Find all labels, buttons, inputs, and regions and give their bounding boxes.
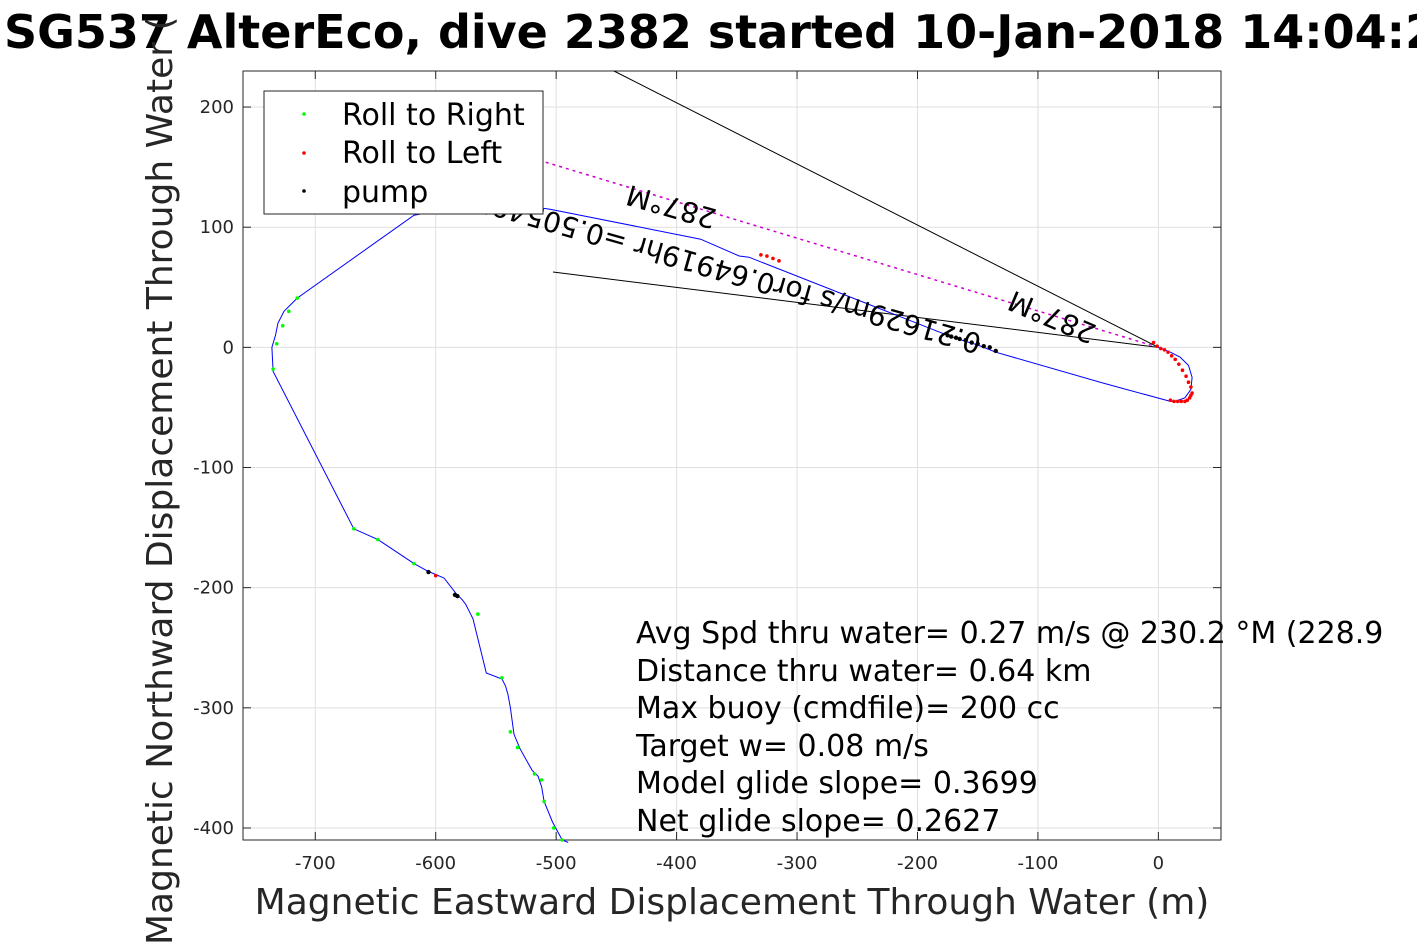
- roll-right-marker: [476, 612, 480, 616]
- roll-left-marker: [1183, 399, 1187, 404]
- roll-right-marker: [542, 799, 546, 804]
- y-tick-label: -300: [193, 698, 234, 719]
- pump-marker: [993, 348, 998, 354]
- roll-left-marker: [1172, 399, 1176, 404]
- stat-distance: Distance thru water= 0.64 km: [636, 654, 1091, 689]
- roll-right-marker: [280, 323, 285, 328]
- legend-marker-pump: [302, 189, 306, 193]
- roll-left-marker: [1189, 385, 1193, 389]
- roll-right-marker: [539, 778, 544, 782]
- roll-left-marker: [1184, 374, 1188, 378]
- pump-marker: [963, 337, 968, 343]
- roll-right-marker: [560, 838, 564, 842]
- grid: [243, 71, 1221, 840]
- y-tick-label: -400: [193, 818, 234, 839]
- roll-left-marker: [759, 253, 763, 257]
- roll-right-marker: [515, 745, 520, 750]
- legend-box: [263, 90, 544, 215]
- pump-marker: [953, 335, 959, 340]
- pump-marker: [945, 333, 950, 338]
- roll-right-marker: [500, 675, 504, 680]
- track-line: [271, 200, 1193, 843]
- pump-marker: [975, 341, 980, 346]
- roll-left-marker: [1151, 340, 1156, 345]
- pump-marker: [957, 336, 962, 342]
- roll-right-marker: [551, 826, 556, 830]
- x-tick-label: -700: [295, 853, 336, 874]
- pump-marker: [426, 569, 431, 575]
- current-vector-line: [544, 161, 1159, 349]
- current-arrows: [544, 70, 1159, 349]
- pump-marker: [981, 343, 986, 349]
- pump-marker: [949, 334, 954, 339]
- roll-left-marker: [1180, 368, 1185, 372]
- current-labels: 0.21629m/s for0.64919hr =0.50549k 287°M …: [471, 178, 1100, 360]
- legend-marker-roll-left: [302, 151, 306, 155]
- marker-layer: [271, 253, 1194, 842]
- roll-right-marker: [376, 537, 380, 542]
- roll-left-marker: [1158, 346, 1163, 351]
- roll-right-marker: [271, 367, 275, 371]
- roll-right-marker: [508, 730, 513, 734]
- roll-left-marker: [1175, 399, 1180, 404]
- roll-left-marker: [1162, 347, 1167, 352]
- x-tick-labels: -700 -600 -500 -400 -300 -200 -100 0: [295, 71, 1164, 874]
- stat-max-buoy: Max buoy (cmdfile)= 200 cc: [636, 691, 1060, 726]
- y-tick-label: 100: [200, 217, 234, 238]
- roll-right-marker: [412, 561, 416, 566]
- roll-left-marker: [777, 259, 781, 263]
- roll-right-marker: [532, 772, 537, 776]
- roll-right-marker: [274, 341, 279, 346]
- legend-label-pump: pump: [342, 175, 428, 210]
- x-tick-label: 0: [1153, 853, 1164, 874]
- stat-target-w: Target w= 0.08 m/s: [635, 729, 929, 764]
- roll-left-marker: [1169, 353, 1174, 358]
- roll-left-marker: [1168, 398, 1173, 403]
- chart-title: SG537 AlterEco, dive 2382 started 10-Jan…: [4, 5, 1417, 59]
- y-tick-label: 200: [200, 97, 234, 118]
- y-tick-label: -100: [193, 458, 234, 479]
- stat-net-glide: Net glide slope= 0.2627: [636, 804, 1000, 839]
- y-tick-labels: -400 -300 -200 -100 0 100 200: [193, 97, 1221, 839]
- track-layer: [271, 200, 1193, 843]
- y-tick-label: -200: [193, 578, 234, 599]
- pump-marker: [987, 345, 992, 350]
- roll-left-marker: [433, 573, 438, 578]
- legend-label-roll-left: Roll to Left: [342, 136, 502, 171]
- x-tick-label: -300: [777, 853, 818, 874]
- roll-left-marker: [1177, 362, 1181, 366]
- legend: Roll to Right Roll to Left pump: [263, 90, 544, 215]
- y-axis-label: Magnetic Northward Displacement Through …: [140, 16, 181, 945]
- legend-label-roll-right: Roll to Right: [342, 98, 525, 133]
- x-tick-label: -100: [1017, 853, 1058, 874]
- y-tick-label: 0: [223, 337, 234, 358]
- x-axis-label: Magnetic Eastward Displacement Through W…: [255, 882, 1210, 923]
- roll-left-marker: [1187, 396, 1192, 400]
- pump-marker: [969, 340, 974, 345]
- x-tick-label: -500: [536, 853, 577, 874]
- roll-left-marker: [1179, 399, 1184, 404]
- x-tick-label: -600: [415, 853, 456, 874]
- roll-right-marker: [352, 526, 356, 531]
- roll-left-marker: [765, 254, 769, 258]
- stat-model-glide: Model glide slope= 0.3699: [636, 766, 1038, 801]
- roll-left-marker: [1166, 350, 1170, 354]
- current-arrow-line: [613, 70, 1159, 348]
- pump-marker: [455, 593, 460, 599]
- x-tick-label: -400: [656, 853, 697, 874]
- roll-left-marker: [1186, 380, 1191, 385]
- roll-left-marker: [771, 256, 775, 261]
- current-arrow-line: [552, 271, 1159, 348]
- stats-annotation: Avg Spd thru water= 0.27 m/s @ 230.2 °M …: [635, 616, 1383, 839]
- stat-avg-speed: Avg Spd thru water= 0.27 m/s @ 230.2 °M …: [636, 616, 1383, 651]
- roll-left-marker: [1173, 357, 1178, 362]
- roll-left-marker: [1155, 344, 1159, 348]
- roll-right-marker: [295, 296, 299, 300]
- legend-marker-roll-right: [302, 112, 306, 116]
- x-tick-label: -200: [897, 853, 938, 874]
- plot-area: [242, 70, 1222, 841]
- roll-right-marker: [286, 309, 291, 314]
